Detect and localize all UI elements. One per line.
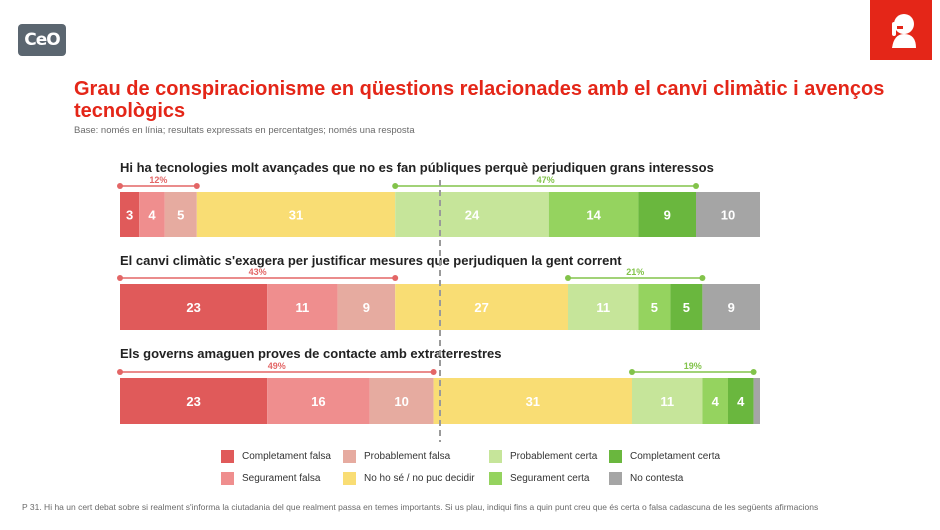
data-label: 10 — [721, 208, 735, 223]
bar-segment-probablement_falsa — [369, 378, 434, 424]
false-total-label: 12% — [149, 175, 167, 185]
bar-segment-probablement_certa — [568, 284, 639, 330]
bar-segment-probablement_falsa — [337, 284, 396, 330]
bar-segment-completament_falsa — [120, 378, 268, 424]
bar-segment-completament_certa — [728, 378, 754, 424]
bar-segment-segurament_certa — [702, 378, 728, 424]
legend-label: No ho sé / no puc decidir — [364, 473, 475, 484]
false-bracket-end — [193, 183, 200, 189]
ceo-logo-icon: CeO — [18, 24, 66, 56]
bar-segment-no_contesta — [702, 284, 760, 330]
data-label: 16 — [311, 394, 325, 409]
data-label: 23 — [186, 394, 200, 409]
data-label: 11 — [296, 300, 310, 315]
true-total-label: 19% — [684, 361, 702, 371]
data-label: 14 — [586, 208, 601, 223]
data-label: 11 — [660, 394, 674, 409]
legend-item-no_ho_se: No ho sé / no puc decidir — [343, 472, 475, 485]
bar-segment-segurament_certa — [638, 284, 671, 330]
legend-item-completament_certa: Completament certa — [609, 450, 720, 463]
legend-label: Probablement certa — [510, 451, 598, 462]
legend-label: Completament certa — [630, 451, 721, 462]
data-label: 9 — [363, 300, 370, 315]
legend-label: Segurament falsa — [242, 473, 321, 484]
data-label: 4 — [148, 208, 156, 223]
legend-swatch — [343, 450, 356, 463]
data-label: 27 — [474, 300, 488, 315]
person-shush-icon — [870, 0, 932, 60]
data-label: 24 — [465, 208, 480, 223]
false-bracket-start — [117, 183, 123, 189]
bar-segment-completament_certa — [670, 284, 703, 330]
legend-item-probablement_certa: Probablement certa — [489, 450, 597, 463]
bar-segment-probablement_falsa — [164, 192, 197, 237]
bar-segment-no_contesta — [753, 378, 760, 424]
legend-swatch — [489, 472, 502, 485]
data-label: 4 — [712, 394, 720, 409]
data-label: 5 — [177, 208, 184, 223]
legend-label: No contesta — [630, 473, 684, 484]
data-label: 9 — [728, 300, 735, 315]
legend-item-segurament_certa: Segurament certa — [489, 472, 590, 485]
legend-swatch — [221, 472, 234, 485]
true-bracket-start — [629, 369, 635, 375]
question-label: El canvi climàtic s'exagera per justific… — [120, 253, 622, 268]
bar-segment-no_contesta — [696, 192, 760, 237]
legend-item-completament_falsa: Completament falsa — [221, 450, 331, 463]
footnote: P 31. Hi ha un cert debat sobre si realm… — [22, 502, 819, 512]
bar-segment-no_ho_se — [395, 284, 568, 330]
bar-segment-segurament_falsa — [139, 192, 165, 237]
true-bracket-start — [565, 275, 571, 281]
legend-swatch — [609, 450, 622, 463]
bar-segment-completament_falsa — [120, 284, 268, 330]
legend-label: Probablement falsa — [364, 451, 451, 462]
question-label: Hi ha tecnologies molt avançades que no … — [120, 160, 714, 175]
data-label: 31 — [289, 208, 303, 223]
data-label: 10 — [394, 394, 408, 409]
data-label: 9 — [664, 208, 671, 223]
true-bracket-start — [392, 183, 399, 189]
false-total-label: 49% — [268, 361, 286, 371]
question-label: Els governs amaguen proves de contacte a… — [120, 346, 502, 361]
data-label: 4 — [737, 394, 745, 409]
legend-swatch — [489, 450, 502, 463]
bar-segment-segurament_falsa — [267, 378, 370, 424]
data-label: 11 — [596, 300, 610, 315]
legend-label: Completament falsa — [242, 451, 331, 462]
false-bracket-end — [430, 369, 437, 375]
legend-swatch — [221, 450, 234, 463]
true-bracket-end — [699, 275, 706, 281]
bar-segment-segurament_certa — [548, 192, 639, 237]
true-total-label: 47% — [537, 175, 555, 185]
false-bracket-end — [392, 275, 399, 281]
data-label: 3 — [126, 208, 133, 223]
bar-segment-no_ho_se — [196, 192, 396, 237]
bar-segment-completament_certa — [638, 192, 696, 237]
bar-segment-completament_falsa — [120, 192, 140, 237]
data-label: 5 — [683, 300, 690, 315]
false-bracket-start — [117, 369, 123, 375]
legend-item-segurament_falsa: Segurament falsa — [221, 472, 320, 485]
data-label: 23 — [186, 300, 200, 315]
bar-segment-probablement_certa — [395, 192, 549, 237]
page-subtitle: Base: només en línia; resultats expressa… — [74, 125, 415, 136]
true-bracket-end — [693, 183, 699, 189]
legend-label: Segurament certa — [510, 473, 590, 484]
bar-segment-probablement_certa — [632, 378, 703, 424]
legend-swatch — [343, 472, 356, 485]
true-total-label: 21% — [626, 267, 644, 277]
bar-segment-segurament_falsa — [267, 284, 338, 330]
true-bracket-end — [750, 369, 757, 375]
bar-segment-no_ho_se — [433, 378, 632, 424]
data-label: 31 — [526, 394, 540, 409]
stacked-bar-chart: Hi ha tecnologies molt avançades que no … — [117, 160, 760, 442]
legend-swatch — [609, 472, 622, 485]
page-title: Grau de conspiracionisme en qüestions re… — [74, 78, 885, 122]
data-label: 5 — [651, 300, 658, 315]
false-bracket-start — [117, 275, 123, 281]
legend-item-no_contesta: No contesta — [609, 472, 683, 485]
legend-item-probablement_falsa: Probablement falsa — [343, 450, 450, 463]
false-total-label: 43% — [249, 267, 267, 277]
